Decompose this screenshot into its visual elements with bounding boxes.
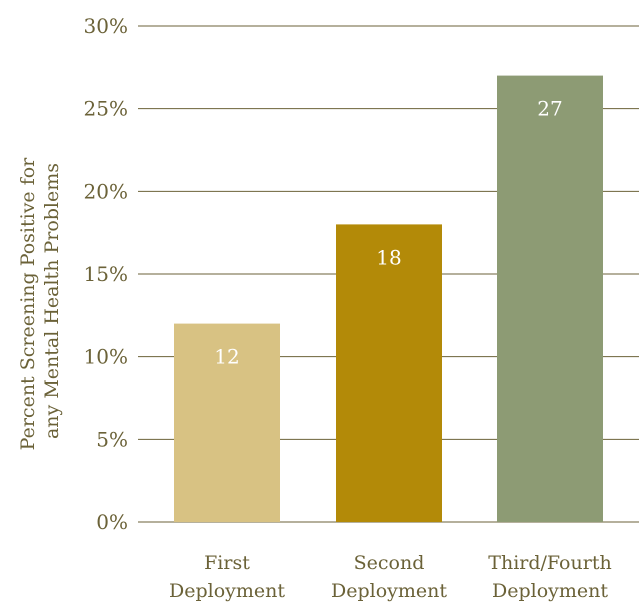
y-tick-label: 0% xyxy=(96,510,128,534)
y-axis-title-line-2: any Mental Health Problems xyxy=(41,163,63,439)
bar xyxy=(174,323,280,522)
category-label-line: Deployment xyxy=(492,580,608,602)
y-axis-title: Percent Screening Positive for any Menta… xyxy=(17,152,63,451)
bar xyxy=(497,75,603,522)
bar-value-label: 12 xyxy=(214,345,239,369)
y-tick-label: 25% xyxy=(84,97,128,121)
category-label-line: Third/Fourth xyxy=(488,552,611,574)
category-label: Second Deployment xyxy=(331,552,447,602)
y-tick-label: 20% xyxy=(84,179,128,203)
bars xyxy=(174,75,603,522)
bar-value-labels: 12 18 27 xyxy=(214,97,562,369)
category-label: First Deployment xyxy=(169,552,285,602)
y-tick-label: 10% xyxy=(84,345,128,369)
y-tick-label: 30% xyxy=(84,14,128,38)
bar-value-label: 27 xyxy=(537,97,562,121)
category-label-line: Deployment xyxy=(169,580,285,602)
category-label-line: Second xyxy=(354,552,425,574)
category-label: Third/Fourth Deployment xyxy=(488,552,611,602)
y-axis-tick-labels: 0% 5% 10% 15% 20% 25% 30% xyxy=(84,14,128,534)
bar xyxy=(336,224,442,522)
bar-value-label: 18 xyxy=(376,245,401,269)
category-label-line: First xyxy=(204,552,250,574)
y-axis-title-line-1: Percent Screening Positive for xyxy=(17,157,39,451)
y-tick-label: 5% xyxy=(96,427,128,451)
category-label-line: Deployment xyxy=(331,580,447,602)
y-tick-label: 15% xyxy=(84,262,128,286)
